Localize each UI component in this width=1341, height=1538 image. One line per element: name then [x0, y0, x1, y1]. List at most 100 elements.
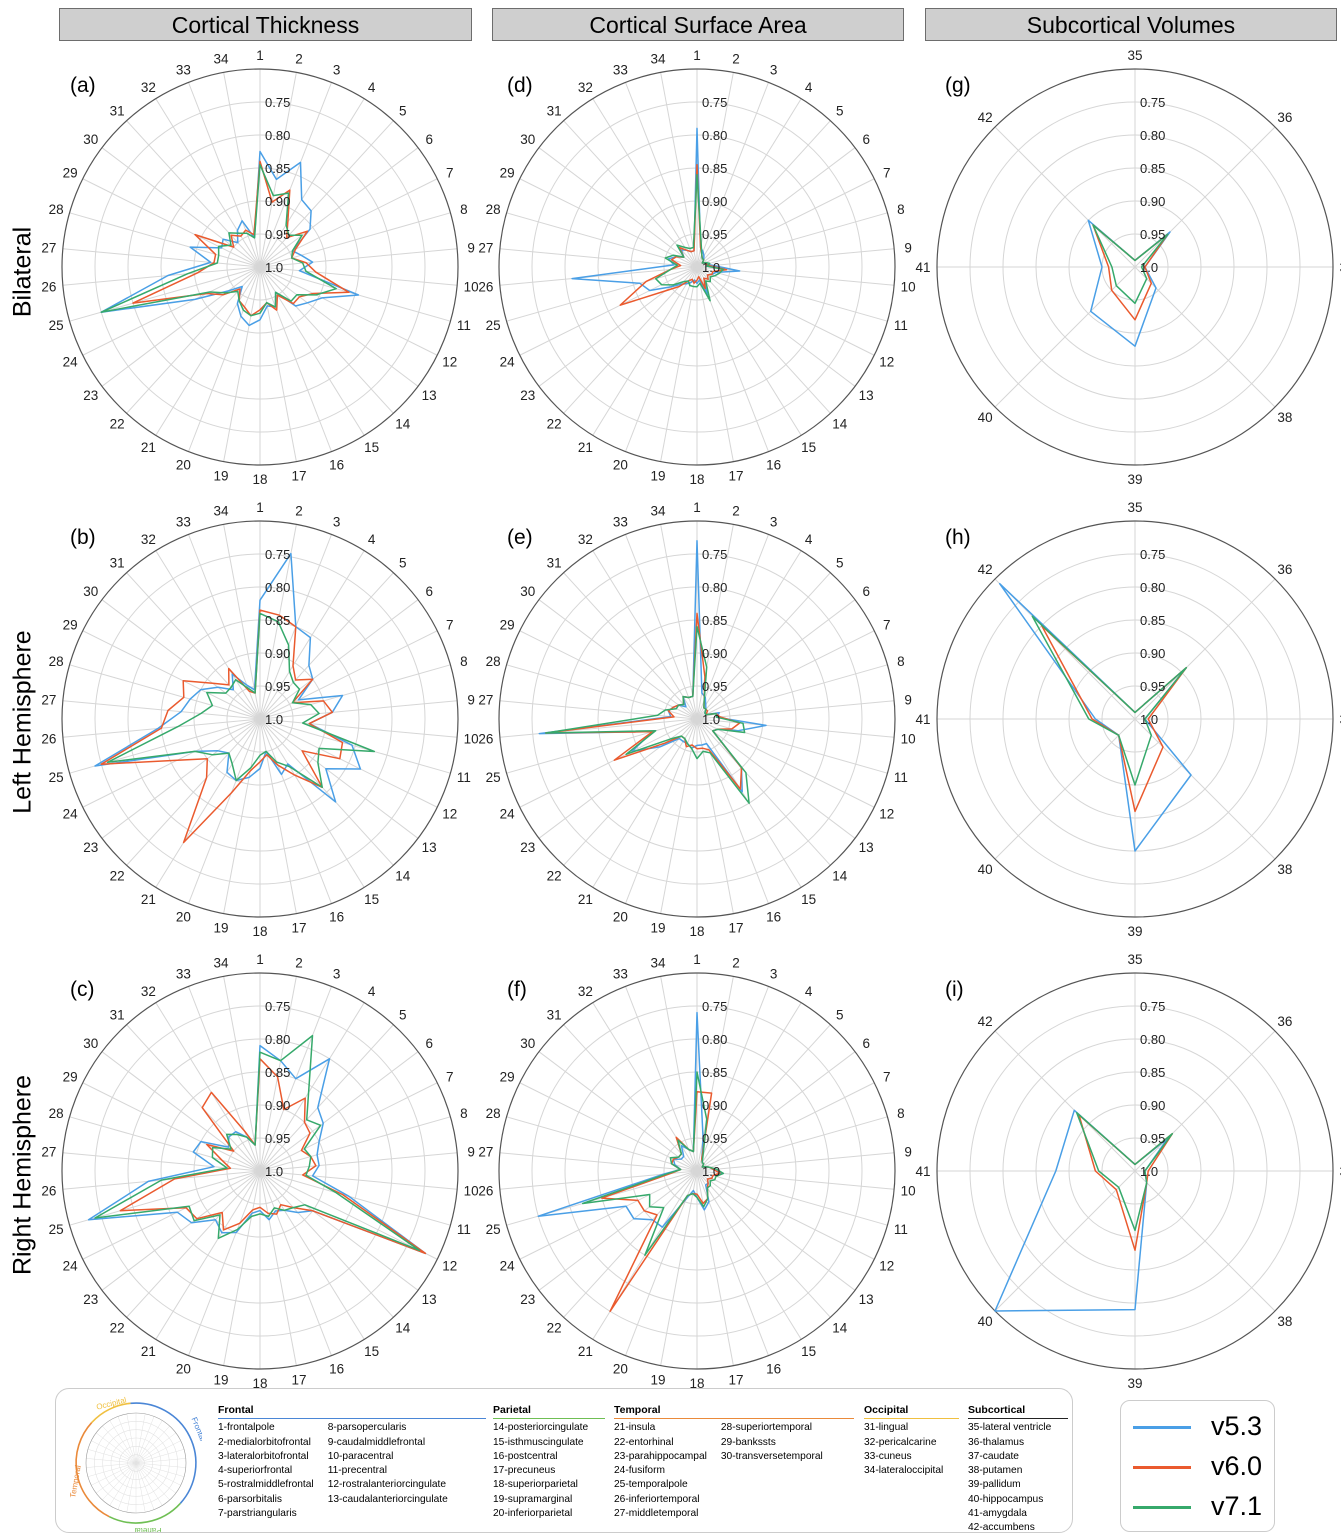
spoke-line	[155, 266, 261, 436]
outer-ring	[936, 972, 1334, 1370]
spoke-line	[259, 976, 297, 1172]
legend-label-v60: v6.0	[1211, 1451, 1263, 1481]
legend-swatch-v71	[1133, 1506, 1191, 1509]
spoke-line	[696, 1170, 856, 1291]
region-label: 9-caudalmiddlefrontal	[327, 1436, 426, 1448]
category-label: 4	[805, 80, 813, 95]
outer-ring	[936, 68, 1334, 466]
spoke-line	[696, 1170, 875, 1260]
region-label: 34-lateraloccipital	[864, 1465, 944, 1477]
r-tick-label: 0.95	[1140, 679, 1165, 694]
category-label: 28	[49, 654, 64, 669]
category-label: 13	[422, 1292, 437, 1307]
category-label: 12	[879, 355, 894, 370]
category-label: 33	[176, 514, 191, 529]
category-label: 26	[478, 280, 493, 295]
spoke-line	[660, 72, 698, 268]
series-line-v60	[100, 609, 344, 844]
spoke-line	[259, 718, 458, 738]
spoke-line	[696, 534, 769, 720]
outer-ring	[498, 520, 896, 918]
spoke-line	[625, 534, 698, 720]
spoke-line	[696, 630, 875, 720]
category-label: 18	[252, 1376, 267, 1391]
region-label: 30-transversetemporal	[720, 1450, 823, 1462]
category-label: 9	[904, 692, 912, 707]
r-tick-label: 0.95	[702, 227, 727, 242]
spoke-line	[82, 178, 261, 268]
spoke-line	[259, 1170, 458, 1190]
legend-item-v53: v5.3	[1121, 1407, 1276, 1447]
spoke-line	[259, 700, 458, 720]
spoke-line	[155, 1170, 261, 1340]
wheel-spoke	[117, 1462, 137, 1510]
r-tick-label: 0.80	[702, 128, 727, 143]
category-label: 25	[486, 770, 501, 785]
radar-chart-h: 0.75 0.80 0.85 0.90 0.95 1.0 35 36 37 38 39 40 41 42 (…	[915, 500, 1341, 939]
series-legend: v5.3 v6.0 v7.1	[1120, 1400, 1275, 1532]
category-label: 40	[978, 410, 993, 425]
category-label: 31	[547, 555, 562, 570]
category-label: 27	[41, 692, 56, 707]
category-label: 7	[446, 1070, 454, 1085]
outer-ring	[61, 520, 459, 918]
lobe-items-occipital: 31-lingual 32-pericalcarine 33-cuneus 34-la…	[864, 1421, 959, 1478]
category-label: 40	[978, 1314, 993, 1329]
lobe-legend-temporal: Temporal 21-insula 22-entorhinal 23-parahi…	[614, 1403, 854, 1521]
r-tick-label: 0.90	[265, 646, 290, 661]
category-label: 1	[693, 952, 701, 967]
series-line-v71	[1075, 1111, 1174, 1232]
spoke-line	[499, 700, 698, 720]
category-label: 22	[110, 869, 125, 884]
region-label: 25-temporalpole	[614, 1479, 688, 1491]
series-line-v71	[94, 1034, 421, 1252]
category-label: 13	[859, 1292, 874, 1307]
category-label: 41	[915, 712, 930, 727]
category-label: 17	[728, 920, 743, 935]
spoke-line	[69, 1170, 261, 1226]
category-label: 12	[442, 355, 457, 370]
category-label: 25	[49, 318, 64, 333]
category-label: 17	[728, 1372, 743, 1387]
lobe-column: 1-frontalpole 2-medialorbitofrontal 3-late…	[218, 1421, 314, 1521]
category-label: 24	[63, 807, 79, 822]
spoke-line	[625, 1170, 698, 1356]
category-label: 10	[464, 1184, 479, 1199]
category-label: 15	[801, 1344, 816, 1359]
category-label: 15	[801, 440, 816, 455]
wheel-lobe-label: Temporal	[70, 1464, 83, 1498]
category-label: 21	[141, 440, 156, 455]
series-line-v71	[1092, 224, 1169, 305]
r-tick-label: 0.80	[1140, 128, 1165, 143]
spoke-line	[259, 266, 297, 462]
spoke-line	[259, 178, 438, 268]
r-tick-label: 0.90	[702, 646, 727, 661]
region-label: 2-medialorbitofrontal	[218, 1436, 311, 1448]
spoke-line	[259, 718, 419, 839]
spoke-line	[519, 718, 698, 808]
r-tick-label: 0.85	[265, 1065, 290, 1080]
spoke-line	[592, 718, 698, 888]
spoke-line	[1134, 718, 1276, 860]
r-tick-label: 0.80	[702, 580, 727, 595]
series-line-v60	[132, 160, 350, 317]
wheel-lobe-label: Occipital	[95, 1395, 127, 1411]
r-tick-label: 0.85	[702, 1065, 727, 1080]
category-label: 11	[894, 1222, 908, 1237]
spoke-line	[259, 1170, 365, 1340]
category-label: 17	[291, 468, 306, 483]
category-label: 31	[547, 1007, 562, 1022]
r-tick-label: 0.80	[702, 1032, 727, 1047]
lobe-title-subcortical: Subcortical	[968, 1403, 1068, 1420]
spoke-line	[188, 266, 261, 452]
wheel-arc-temporal	[75, 1422, 110, 1518]
category-label: 31	[110, 555, 125, 570]
series-line-v71	[581, 1071, 725, 1256]
spoke-line	[538, 718, 698, 839]
spoke-line	[259, 266, 332, 452]
category-label: 30	[520, 584, 535, 599]
spoke-line	[696, 266, 734, 462]
spoke-line	[696, 700, 895, 720]
category-label: 22	[547, 1321, 562, 1336]
region-label: 20-inferiorparietal	[493, 1508, 573, 1520]
